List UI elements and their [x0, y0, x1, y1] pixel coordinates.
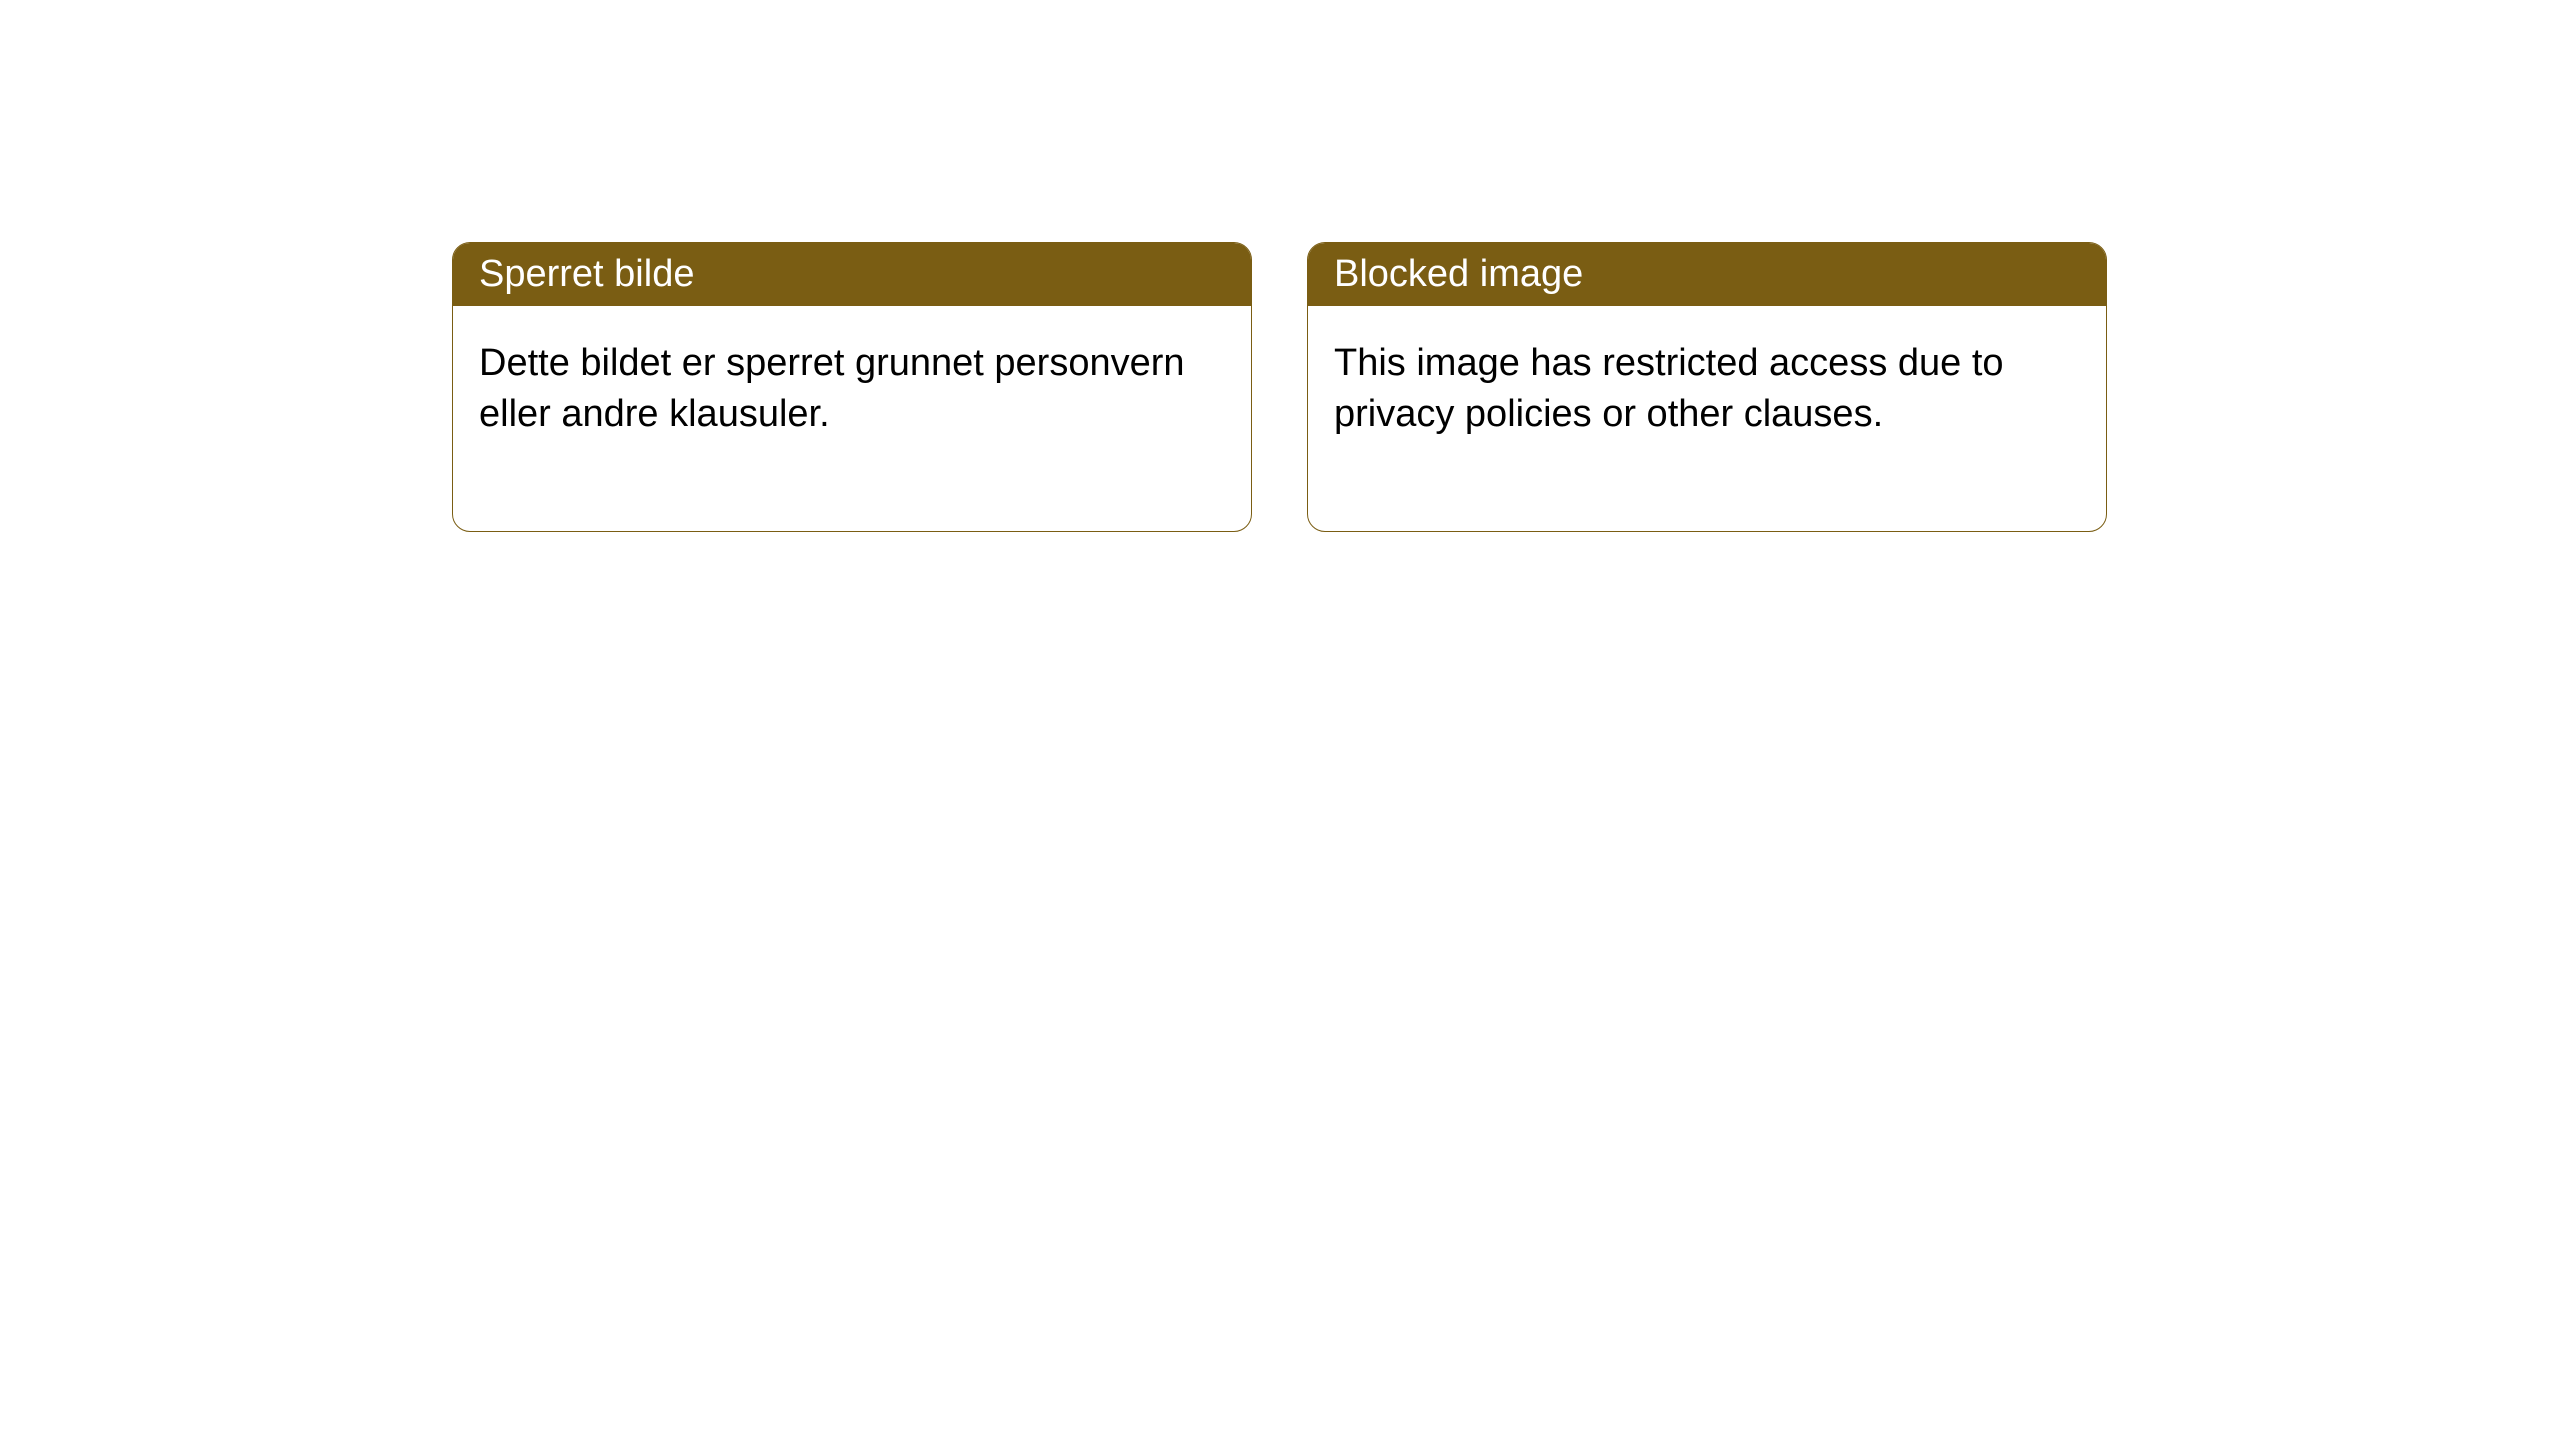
notice-body-norwegian: Dette bildet er sperret grunnet personve… — [453, 306, 1251, 531]
notice-body-english: This image has restricted access due to … — [1308, 306, 2106, 531]
notice-card-norwegian: Sperret bilde Dette bildet er sperret gr… — [452, 242, 1252, 532]
notice-card-english: Blocked image This image has restricted … — [1307, 242, 2107, 532]
notice-title-english: Blocked image — [1308, 243, 2106, 306]
notice-cards-container: Sperret bilde Dette bildet er sperret gr… — [452, 242, 2107, 532]
notice-title-norwegian: Sperret bilde — [453, 243, 1251, 306]
